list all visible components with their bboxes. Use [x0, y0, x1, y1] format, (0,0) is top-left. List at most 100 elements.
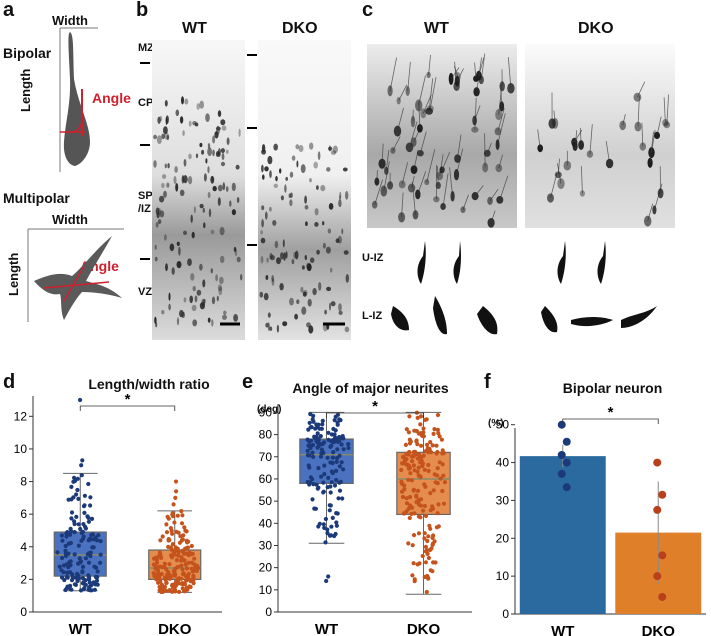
data-point — [71, 495, 76, 500]
data-point — [153, 566, 158, 571]
neuron-soma — [219, 226, 225, 236]
neuron-soma — [279, 168, 282, 174]
data-point — [409, 511, 414, 516]
data-point — [332, 483, 338, 488]
data-point — [154, 560, 160, 565]
x-category-label: DKO — [158, 621, 192, 636]
data-point — [404, 427, 409, 432]
data-point — [164, 522, 169, 527]
neuron-soma — [179, 309, 184, 318]
data-point — [435, 412, 441, 418]
neuron-soma — [507, 83, 515, 94]
neuron-soma — [165, 117, 168, 125]
data-point — [181, 533, 186, 538]
neuron-soma — [261, 219, 264, 228]
data-point — [95, 575, 100, 580]
data-point — [428, 508, 433, 513]
neuron-soma — [182, 175, 188, 184]
data-point — [316, 524, 321, 529]
neuron-soma — [586, 150, 594, 158]
neuron-soma — [330, 150, 337, 155]
y-tick-label: 20 — [496, 531, 510, 545]
data-point — [57, 564, 62, 569]
neuron-soma — [304, 255, 307, 260]
row-label-u-iz: U-IZ — [362, 252, 384, 264]
neuron-soma — [326, 167, 331, 172]
neuron-soma — [342, 167, 348, 172]
neurite — [651, 129, 656, 153]
data-point — [437, 460, 442, 465]
data-point — [417, 561, 422, 566]
data-point — [441, 473, 446, 478]
data-point — [320, 418, 325, 423]
neuron-soma — [196, 103, 200, 110]
data-point — [313, 506, 318, 511]
neuron-soma — [164, 100, 168, 107]
data-point — [337, 453, 342, 458]
data-point — [310, 450, 315, 455]
data-point — [166, 575, 171, 580]
data-point — [408, 503, 413, 508]
data-point — [65, 584, 70, 589]
data-point — [63, 543, 68, 549]
data-point — [410, 573, 415, 578]
data-point — [173, 547, 178, 552]
data-point — [423, 549, 428, 554]
data-point — [422, 503, 427, 509]
neuron-soma — [223, 310, 227, 315]
neuron-soma — [221, 153, 225, 160]
neuron-soma — [338, 310, 343, 315]
neurite — [397, 107, 404, 132]
chart-d-title: Length/width ratio — [88, 376, 210, 392]
neurite — [437, 166, 439, 186]
data-point — [308, 480, 313, 485]
data-point — [329, 480, 334, 485]
data-point — [174, 558, 179, 563]
panel-c-dko-label: DKO — [578, 20, 614, 37]
neurite — [456, 68, 464, 82]
data-point — [426, 555, 431, 561]
neuron-soma — [264, 166, 269, 172]
neuron-soma — [201, 149, 205, 155]
neurite — [398, 84, 408, 101]
neuron-soma — [188, 120, 192, 127]
neuron-soma — [260, 230, 263, 235]
neuron-soma — [296, 160, 299, 168]
neuron-soma — [328, 203, 334, 210]
neuron-soma — [325, 246, 331, 254]
data-point — [440, 462, 445, 467]
data-point — [557, 469, 566, 478]
neurite — [476, 57, 482, 92]
data-point — [431, 533, 436, 538]
neuron-soma — [261, 164, 264, 173]
y-tick-label: 0 — [502, 607, 509, 621]
data-point — [184, 578, 189, 583]
data-point — [340, 496, 345, 501]
data-point — [98, 560, 103, 565]
data-point — [75, 578, 80, 584]
neuron-soma — [199, 263, 203, 271]
neuron-soma — [231, 209, 236, 216]
data-point — [96, 533, 101, 538]
data-point — [65, 530, 70, 535]
data-point — [428, 568, 433, 573]
neurite — [656, 116, 662, 136]
data-point — [169, 555, 175, 560]
data-point — [420, 553, 425, 559]
neuron-soma — [207, 191, 211, 199]
data-point — [314, 482, 319, 487]
neuron-soma — [371, 200, 378, 209]
neurite — [589, 124, 593, 155]
neuron-soma — [236, 197, 240, 203]
neuron-soma — [384, 166, 389, 175]
data-point — [59, 533, 64, 538]
data-point — [414, 438, 419, 443]
data-point — [431, 488, 436, 493]
data-point — [189, 543, 194, 549]
y-tick-label: 8 — [20, 475, 27, 489]
neuron-soma — [265, 211, 268, 220]
data-point — [154, 575, 159, 580]
data-point — [316, 440, 321, 446]
panel-b-micrographs — [140, 40, 351, 340]
data-point — [170, 531, 175, 536]
